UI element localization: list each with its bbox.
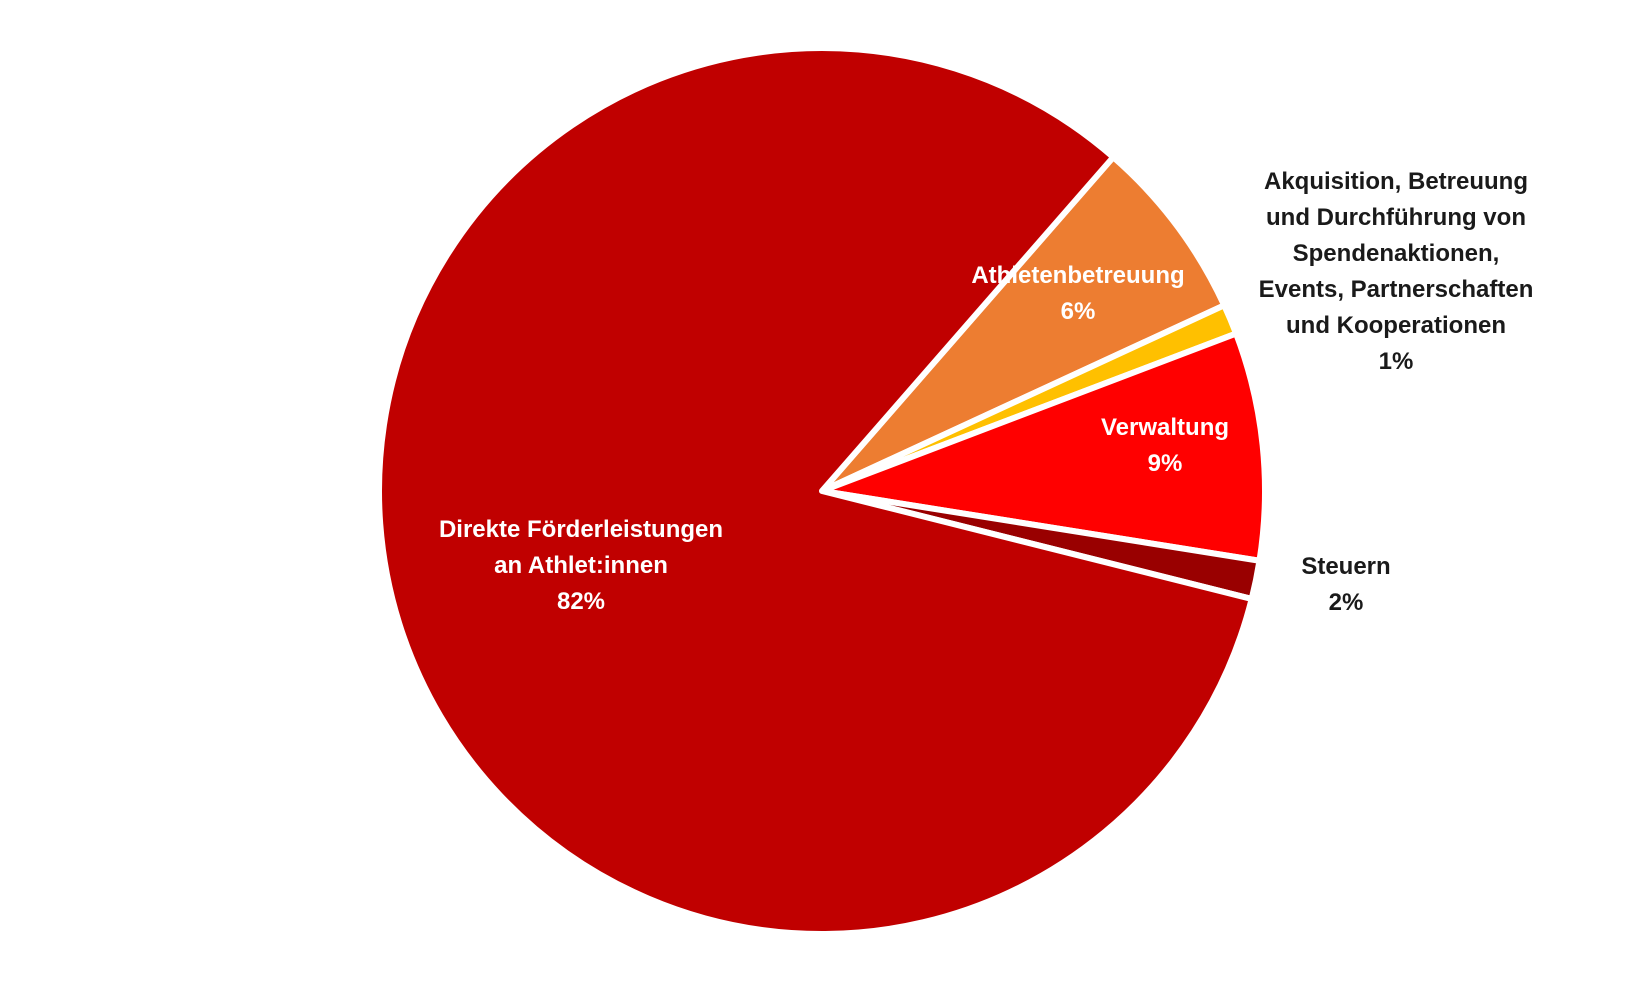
slice-label-line: an Athlet:innen	[494, 552, 668, 579]
slice-label-line: Direkte Förderleistungen	[439, 516, 723, 543]
slice-label-direkte-foerderleistungen: Direkte Förderleistungen an Athlet:innen 8…	[439, 516, 723, 615]
slice-percent-steuern: 2%	[1329, 589, 1364, 616]
slice-label-line: Events, Partnerschaften	[1259, 276, 1534, 303]
slice-label-line: Spendenaktionen,	[1293, 240, 1500, 267]
slice-label-line: Steuern	[1301, 553, 1390, 580]
pie-slice-verwaltung	[819, 330, 1268, 564]
slice-label-line: Akquisition, Betreuung	[1264, 168, 1528, 195]
slice-label-line: Athletenbetreuung	[971, 262, 1184, 289]
slice-label-line: und Durchführung von	[1266, 204, 1526, 231]
slice-percent-athletenbetreuung: 6%	[1061, 298, 1096, 325]
slice-label-akquisition: Akquisition, Betreuung und Durchführung v…	[1259, 168, 1534, 375]
pie-labels: Athletenbetreuung 6% Akquisition, Betreuun…	[439, 168, 1533, 616]
slice-label-athletenbetreuung: Athletenbetreuung 6%	[971, 262, 1184, 325]
slice-label-line: Verwaltung	[1101, 414, 1229, 441]
slice-percent-akquisition: 1%	[1379, 348, 1414, 375]
slice-percent-verwaltung: 9%	[1148, 450, 1183, 477]
slice-label-line: und Kooperationen	[1286, 312, 1506, 339]
pie-slices	[376, 45, 1268, 937]
pie-slice-athletenbetreuung	[819, 154, 1228, 494]
slice-percent-direkte-foerderleistungen: 82%	[557, 588, 605, 615]
slice-label-steuern: Steuern 2%	[1301, 553, 1390, 616]
slice-label-verwaltung: Verwaltung 9%	[1101, 414, 1229, 477]
pie-slice-direkte-foerderleistungen	[376, 45, 1255, 937]
